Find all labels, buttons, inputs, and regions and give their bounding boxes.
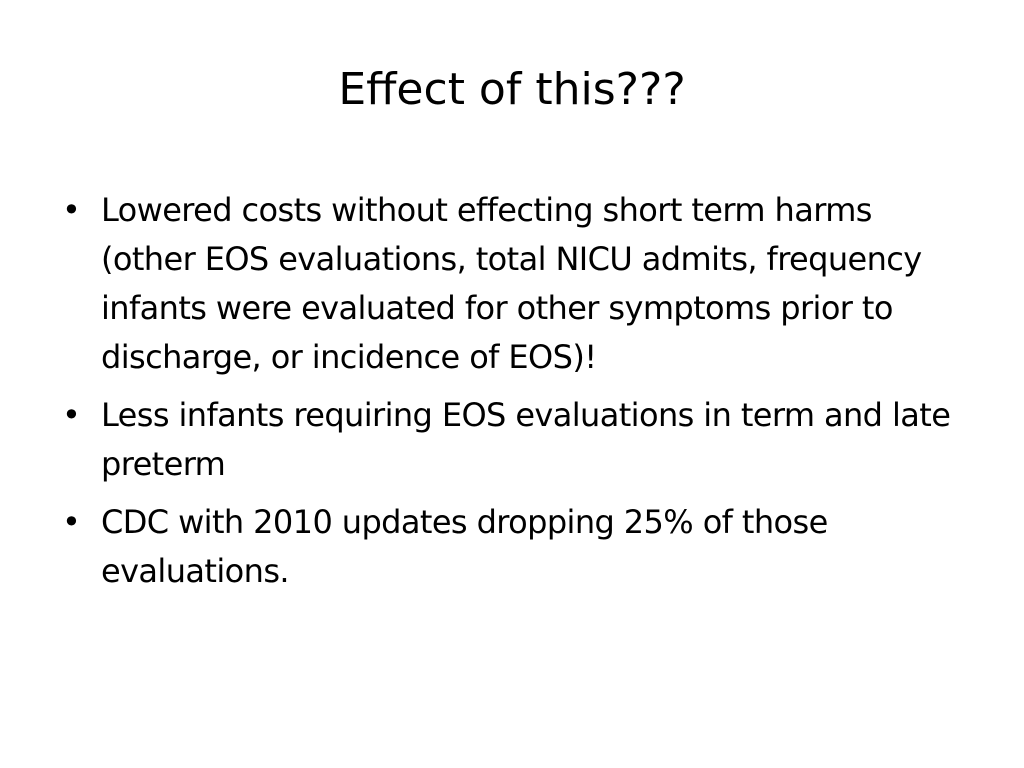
slide-title: Effect of this??? — [338, 64, 686, 115]
bullet-list: Lowered costs without effecting short te… — [62, 186, 972, 605]
bullet: Lowered costs without effecting short te… — [62, 186, 972, 382]
bullet: CDC with 2010 updates dropping 25% of th… — [62, 498, 972, 596]
bullet: Less infants requiring EOS evaluations i… — [62, 391, 972, 489]
